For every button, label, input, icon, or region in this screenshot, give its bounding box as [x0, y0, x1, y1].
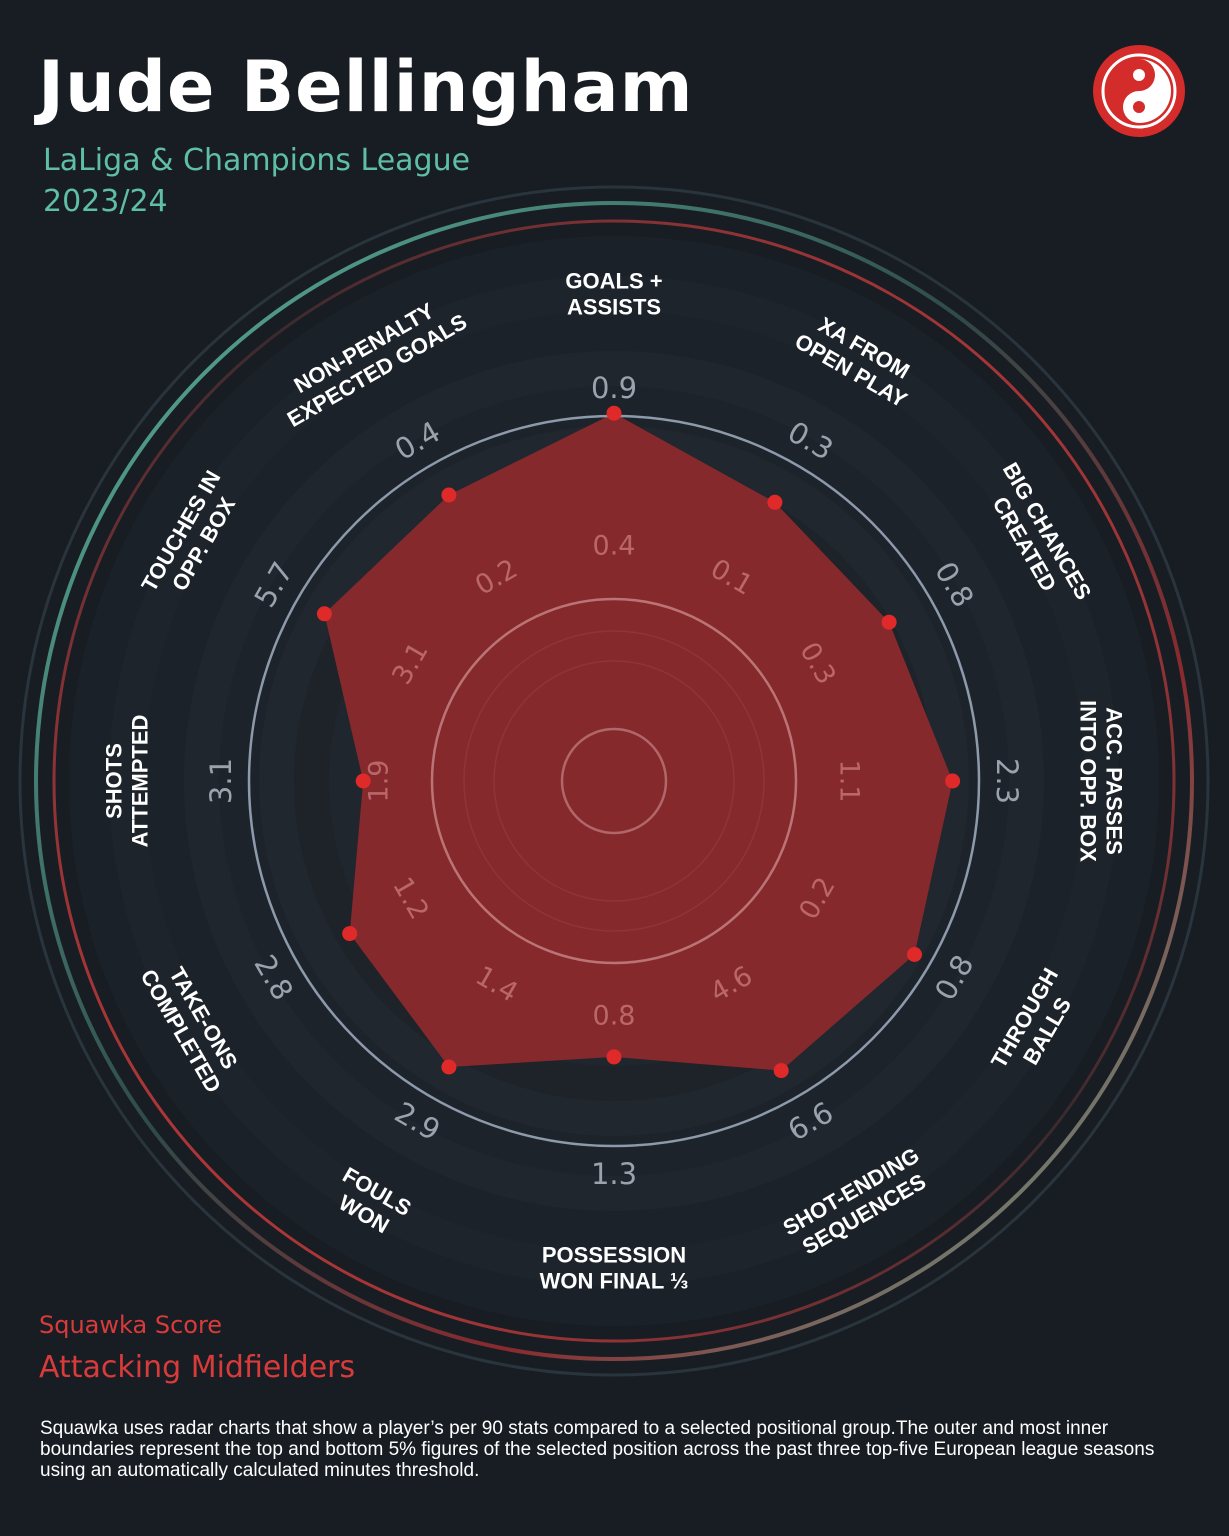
metric-label-line: POSSESSION	[542, 1243, 686, 1268]
data-point	[606, 405, 622, 421]
metric-label: SHOTS ATTEMPTED	[102, 715, 153, 848]
season-subtitle: 2023/24	[43, 184, 168, 219]
data-point	[355, 773, 371, 789]
outer-ring-red	[52, 219, 1176, 1343]
outer-value-label: 2.3	[990, 758, 1024, 804]
outer-value-label: 3.1	[204, 758, 238, 804]
positional-group-label: Attacking Midfielders	[39, 1350, 356, 1385]
radar-points	[316, 405, 961, 1079]
mid-ring	[430, 597, 798, 965]
metric-label-line: ACC. PASSES	[1102, 707, 1127, 855]
metric-label: GOALS +ASSISTS	[565, 269, 662, 320]
data-point	[767, 494, 783, 510]
inner-boundary-ring	[560, 727, 668, 835]
metric-label-line: ASSISTS	[567, 295, 661, 320]
faint-ring	[463, 630, 765, 932]
metric-label-line: INTO OPP. BOX	[1076, 700, 1101, 862]
outer-ring-teal	[34, 201, 1194, 1361]
data-point	[316, 606, 332, 622]
metric-label-line: ATTEMPTED	[128, 715, 153, 848]
metric-label-line: GOALS +	[565, 269, 662, 294]
inner-value-label: 0.4	[593, 531, 636, 562]
competition-subtitle: LaLiga & Champions League	[43, 143, 471, 178]
data-point	[907, 947, 922, 962]
data-point	[881, 614, 897, 630]
data-point	[441, 487, 457, 503]
data-point	[773, 1063, 789, 1079]
inner-value-label: 0.8	[593, 1001, 636, 1032]
inner-value-label: 1.9	[364, 760, 395, 803]
outer-value-label: 1.3	[591, 1157, 637, 1191]
data-point	[945, 773, 961, 789]
data-point	[342, 926, 358, 942]
metric-label-line: SHOTS	[102, 743, 127, 819]
outer-value-label: 0.9	[591, 371, 637, 405]
outer-ring-faint	[18, 185, 1210, 1377]
squawka-score-label: Squawka Score	[39, 1311, 223, 1339]
squawka-logo-icon	[1093, 45, 1185, 137]
methodology-footnote: Squawka uses radar charts that show a pl…	[40, 1418, 1155, 1481]
data-point	[441, 1059, 457, 1075]
metric-label-line: WON FINAL ⅓	[540, 1269, 689, 1294]
data-point	[606, 1049, 622, 1065]
player-name-title: Jude Bellingham	[38, 46, 694, 128]
faint-ring	[493, 660, 735, 902]
inner-value-label: 1.1	[834, 760, 865, 803]
